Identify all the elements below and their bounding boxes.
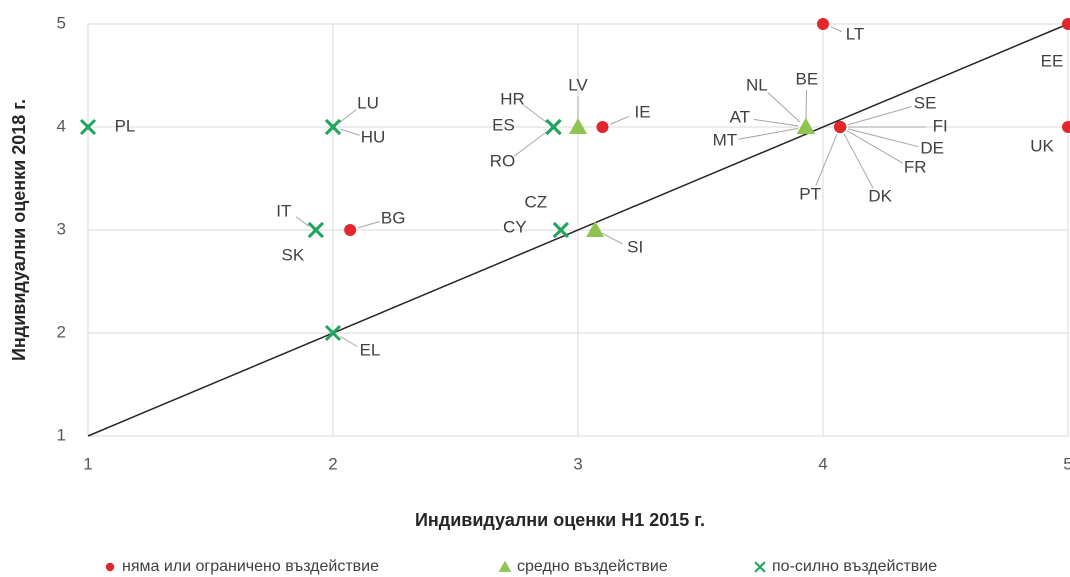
y-tick-label: 2 [57, 322, 66, 341]
point-label: LT [846, 24, 865, 43]
point [79, 118, 97, 136]
leader-line [847, 128, 919, 148]
point-label: ES [492, 115, 515, 134]
point [1062, 18, 1070, 30]
y-tick-label: 4 [57, 116, 66, 135]
legend-item: по-силно въздействие [754, 558, 937, 575]
point-label: DK [868, 186, 892, 205]
leader-line [830, 26, 842, 33]
legend-label: средно въздействие [517, 558, 668, 575]
leader-line [609, 115, 630, 125]
point-label: RO [490, 151, 516, 170]
point-label: HU [361, 127, 386, 146]
point-label: LU [357, 93, 379, 112]
leader-line [846, 130, 904, 164]
leader-line [815, 134, 838, 187]
leader-line [340, 128, 360, 136]
leader-line [753, 118, 798, 127]
point [307, 221, 324, 239]
y-tick-label: 1 [57, 425, 66, 444]
point [1062, 121, 1070, 133]
legend-marker [105, 562, 115, 572]
legend-marker [754, 561, 766, 573]
leader-line [513, 131, 548, 157]
point-label: SK [282, 245, 305, 264]
point-label: BG [381, 208, 406, 227]
point-label: FI [933, 116, 948, 135]
point-label: IT [276, 201, 291, 220]
legend-item: средно въздействие [498, 558, 668, 575]
point-label: FR [904, 157, 927, 176]
series: LV SI NL BE AT MT [568, 69, 818, 256]
point-label: UK [1030, 136, 1054, 155]
point-label: SE [914, 93, 937, 112]
point [324, 118, 342, 136]
legend-item: няма или ограничено въздействие [105, 558, 379, 575]
y-tick-label: 5 [57, 13, 66, 32]
leader-line [295, 216, 310, 227]
point [796, 118, 815, 134]
point [552, 221, 569, 239]
leader-line [847, 106, 912, 126]
point-label: PL [115, 116, 136, 135]
point-label: CZ [525, 192, 548, 211]
point-label: AT [730, 107, 750, 126]
leader-line [523, 105, 548, 123]
leader-line [339, 336, 358, 348]
leader-line [738, 127, 799, 140]
point-label: NL [746, 75, 768, 94]
y-tick-label: 3 [57, 219, 66, 238]
leader-line [339, 109, 357, 123]
x-tick-label: 2 [328, 454, 337, 473]
point-label: SI [627, 237, 643, 256]
point-label: EE [1041, 51, 1064, 70]
point-label: LV [568, 75, 588, 94]
x-tick-label: 4 [818, 454, 827, 473]
leader-line [357, 220, 380, 229]
point-label: IE [634, 102, 650, 121]
legend-label: по-силно въздействие [772, 558, 937, 575]
point-label: PT [799, 184, 821, 203]
point [596, 121, 609, 133]
point-label: BE [796, 69, 819, 88]
point-label: HR [500, 89, 525, 108]
point [834, 121, 847, 133]
x-axis-title: Индивидуални оценки H1 2015 г. [415, 510, 705, 530]
leader-line [843, 133, 874, 189]
series: PL LU HU HR ES RO IT SK CY CZ EL [79, 89, 569, 359]
point-label: MT [713, 130, 738, 149]
leader-line [602, 232, 623, 245]
y-axis-title: Индивидуални оценки 2018 г. [9, 99, 29, 361]
point [324, 324, 342, 342]
point [817, 18, 829, 30]
x-tick-label: 3 [573, 454, 582, 473]
point-label: EL [360, 340, 381, 359]
leader-line [767, 92, 801, 123]
leader-line [805, 89, 808, 120]
legend-label: няма или ограничено въздействие [122, 558, 379, 575]
point [344, 224, 357, 236]
legend-marker [498, 560, 512, 572]
diagonal-line [87, 23, 1069, 437]
point [586, 221, 605, 237]
point [569, 118, 587, 134]
x-tick-label: 5 [1063, 454, 1070, 473]
point [545, 118, 562, 136]
point-label: DE [920, 138, 944, 157]
x-tick-label: 1 [83, 454, 92, 473]
point-label: CY [503, 217, 527, 236]
